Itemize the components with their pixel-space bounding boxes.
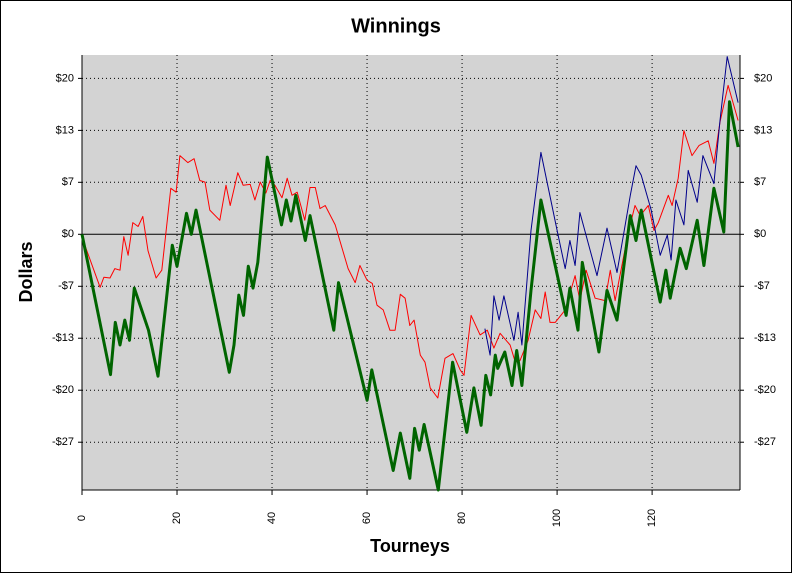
y-tick-label: $13	[56, 124, 74, 136]
y-tick-label: -$7	[58, 280, 74, 292]
chart-title: Winnings	[351, 15, 441, 37]
x-tick-label: 100	[551, 509, 563, 527]
x-tick-label: 120	[646, 509, 658, 527]
x-tick-label: 20	[171, 512, 183, 524]
y-tick-label: -$27	[754, 436, 776, 448]
series-line	[80, 100, 740, 492]
y-tick-label: $13	[754, 124, 772, 136]
y-tick-label: -$13	[754, 332, 776, 344]
series-line	[484, 56, 739, 356]
y-tick-label: $7	[62, 176, 74, 188]
y-tick-label: -$20	[754, 384, 776, 396]
plot-area	[82, 55, 740, 490]
series-line	[81, 84, 739, 399]
y-tick-label: -$13	[52, 332, 74, 344]
y-axis-title: Dollars	[16, 241, 36, 302]
y-tick-label: -$27	[52, 436, 74, 448]
y-tick-label: $7	[754, 176, 766, 188]
x-tick-label: 60	[361, 512, 373, 524]
y-tick-label: -$20	[52, 384, 74, 396]
y-tick-label: $20	[56, 72, 74, 84]
x-axis-title: Tourneys	[370, 536, 450, 556]
x-tick-label: 0	[76, 515, 88, 521]
y-tick-label: $0	[754, 228, 766, 240]
x-tick-label: 40	[266, 512, 278, 524]
y-tick-label: -$7	[754, 280, 770, 292]
y-tick-label: $20	[754, 72, 772, 84]
x-tick-label: 80	[456, 512, 468, 524]
y-tick-label: $0	[62, 228, 74, 240]
